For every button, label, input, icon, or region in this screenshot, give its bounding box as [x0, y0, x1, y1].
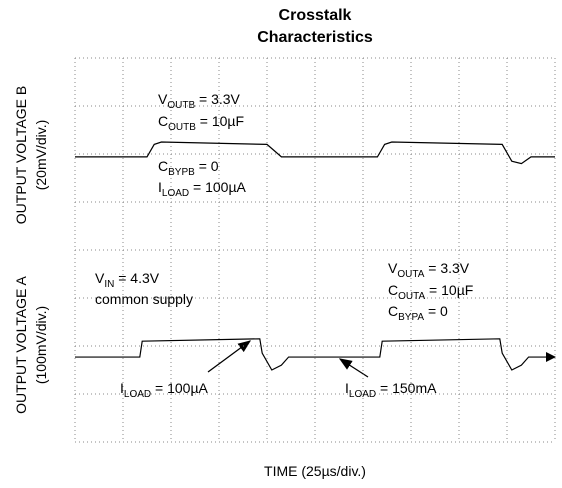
annotation-sub: BYPB: [168, 167, 195, 178]
annotation-main: C: [158, 113, 168, 129]
trace: [75, 338, 555, 371]
annotation-main: I: [158, 179, 162, 195]
annotation: VIN = 4.3V: [95, 270, 160, 290]
annotation: CBYPA = 0: [388, 303, 448, 323]
annotation: ILOAD = 150mA: [345, 380, 437, 400]
annotation-main: I: [345, 380, 349, 396]
annotation: ILOAD = 100µA: [158, 179, 247, 199]
annotation-main: C: [388, 282, 398, 298]
annotation: COUTB = 10µF: [158, 113, 244, 133]
annotation: ILOAD = 100µA: [120, 380, 209, 400]
annotation-rest: = 0: [195, 158, 219, 174]
annotation-sub: IN: [104, 279, 114, 290]
annotation-rest: = 100µA: [189, 179, 246, 195]
annotation-main: V: [158, 91, 168, 107]
annotation: common supply: [95, 291, 193, 307]
annotation-rest: = 3.3V: [195, 91, 240, 107]
annotation-rest: = 0: [424, 303, 448, 319]
y-axis-label: OUTPUT VOLTAGE A: [13, 275, 29, 413]
annotation-sub: LOAD: [124, 389, 151, 400]
annotation: VOUTA = 3.3V: [388, 260, 470, 280]
annotation-main: V: [95, 270, 105, 286]
annotation-sub: OUTB: [167, 100, 195, 111]
annotation-sub: OUTA: [398, 291, 425, 302]
trace: [75, 141, 555, 165]
annotation-sub: BYPA: [398, 312, 424, 323]
x-axis-label: TIME (25µs/div.): [264, 463, 366, 479]
annotation-main: V: [388, 260, 398, 276]
y-axis-label: OUTPUT VOLTAGE B: [13, 86, 29, 224]
chart-title: Characteristics: [257, 29, 373, 46]
arrow: [338, 358, 369, 378]
annotation: COUTA = 10µF: [388, 282, 473, 302]
annotation-main: C: [158, 158, 168, 174]
annotation-rest: = 100µA: [151, 380, 208, 396]
annotation-sub: OUTA: [397, 269, 424, 280]
annotation-rest: = 10µF: [196, 113, 244, 129]
annotation-sub: LOAD: [349, 389, 376, 400]
chart-title: Crosstalk: [279, 7, 352, 24]
annotation: CBYPB = 0: [158, 158, 219, 178]
annotation-sub: LOAD: [162, 188, 189, 199]
y-axis-label: (20mV/div.): [33, 120, 49, 191]
annotation-sub: OUTB: [168, 122, 196, 133]
annotation-rest: = 3.3V: [424, 260, 469, 276]
annotation-main: C: [388, 303, 398, 319]
y-axis-label: (100mV/div.): [33, 306, 49, 384]
annotation-rest: = 150mA: [376, 380, 437, 396]
annotation-rest: = 10µF: [425, 282, 473, 298]
annotation-rest: = 4.3V: [114, 270, 159, 286]
annotation-main: common supply: [95, 291, 193, 307]
annotation-main: I: [120, 380, 124, 396]
annotation: VOUTB = 3.3V: [158, 91, 241, 111]
